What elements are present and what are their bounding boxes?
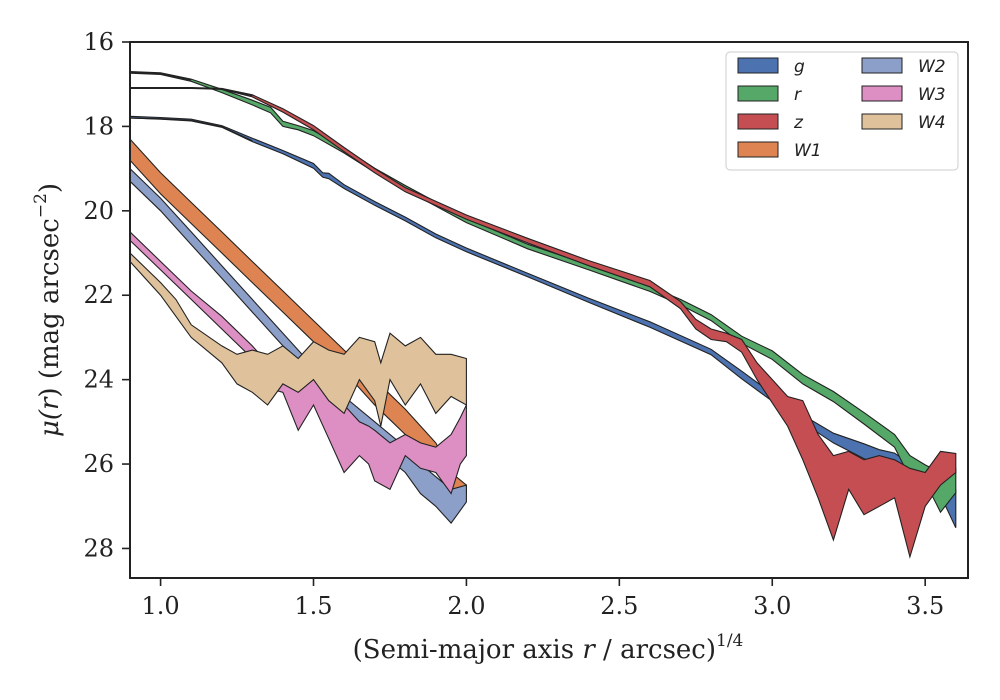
y-tick-label: 22 bbox=[83, 281, 114, 309]
center-line-r bbox=[130, 71, 192, 81]
legend-label-w3: W3 bbox=[918, 85, 946, 105]
legend-label-w1: W1 bbox=[794, 141, 822, 161]
x-tick-label: 2.0 bbox=[447, 592, 485, 620]
legend-label-r: r bbox=[794, 85, 802, 105]
legend-swatch-w1 bbox=[737, 141, 779, 158]
y-tick-label: 24 bbox=[83, 366, 114, 394]
y-tick-label: 26 bbox=[83, 450, 114, 478]
legend: grz W1 W2 W3 W4 bbox=[725, 51, 959, 171]
series-bands bbox=[130, 70, 957, 559]
band-w2 bbox=[130, 167, 467, 524]
x-tick-label: 3.0 bbox=[753, 592, 791, 620]
legend-swatch-z bbox=[737, 113, 779, 130]
y-axis-label: μ(r) (mag arcsec−2) bbox=[31, 183, 65, 437]
y-tick-label: 20 bbox=[83, 197, 114, 225]
legend-swatch-r bbox=[737, 85, 779, 102]
legend-label-g: g bbox=[794, 57, 805, 77]
y-tick-label: 18 bbox=[83, 112, 114, 140]
series-center-lines bbox=[130, 71, 253, 142]
legend-swatch-w3 bbox=[861, 85, 903, 102]
legend-label-w2: W2 bbox=[918, 57, 946, 77]
legend-label-w4: W4 bbox=[918, 113, 946, 133]
legend-swatch-w2 bbox=[861, 57, 903, 74]
y-axis: 16 18 20 22 24 26 28 bbox=[83, 28, 130, 562]
x-axis-label: (Semi-major axis r / arcsec)1/4 bbox=[353, 631, 744, 665]
band-g bbox=[130, 115, 957, 529]
legend-frame bbox=[725, 51, 959, 171]
center-line-g bbox=[130, 117, 253, 142]
x-tick-label: 3.5 bbox=[906, 592, 944, 620]
legend-swatch-g bbox=[737, 57, 779, 74]
plot-frame bbox=[129, 41, 969, 579]
x-axis: 1.0 1.5 2.0 2.5 3.0 3.5 bbox=[141, 578, 944, 620]
center-line-z bbox=[130, 87, 253, 97]
x-tick-label: 1.5 bbox=[294, 592, 332, 620]
legend-label-z: z bbox=[793, 113, 804, 133]
band-z bbox=[130, 87, 957, 559]
y-tick-label: 28 bbox=[83, 534, 114, 562]
band-w4 bbox=[130, 252, 467, 427]
legend-swatch-w4 bbox=[861, 113, 903, 130]
x-tick-label: 1.0 bbox=[141, 592, 179, 620]
y-tick-label: 16 bbox=[83, 28, 114, 56]
x-tick-label: 2.5 bbox=[600, 592, 638, 620]
